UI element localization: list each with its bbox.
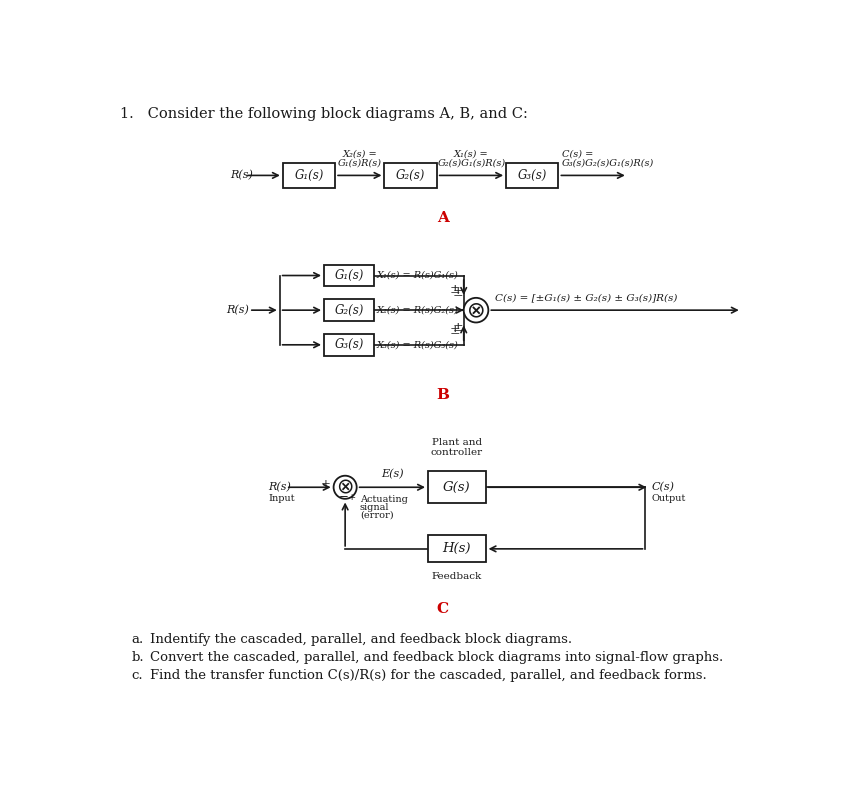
Text: Actuating: Actuating	[360, 495, 407, 504]
Text: X₁(s) = R(s)G₁(s): X₁(s) = R(s)G₁(s)	[377, 271, 458, 280]
Text: c.: c.	[131, 669, 144, 682]
Text: R(s): R(s)	[230, 170, 253, 180]
Text: signal: signal	[360, 503, 389, 511]
Text: G₂(s): G₂(s)	[396, 169, 426, 182]
Text: +: +	[349, 492, 356, 502]
Text: 1.   Consider the following block diagrams A, B, and C:: 1. Consider the following block diagrams…	[119, 107, 528, 121]
Text: ⊗: ⊗	[336, 478, 354, 497]
Text: G₃(s)G₂(s)G₁(s)R(s): G₃(s)G₂(s)G₁(s)R(s)	[562, 158, 655, 168]
Text: C(s) = [±G₁(s) ± G₂(s) ± G₃(s)]R(s): C(s) = [±G₁(s) ± G₂(s) ± G₃(s)]R(s)	[495, 293, 677, 303]
Text: Input: Input	[268, 493, 295, 503]
Text: Plant and
controller: Plant and controller	[431, 438, 483, 457]
Text: C(s) =: C(s) =	[562, 150, 593, 158]
Text: Find the transfer function C(s)/R(s) for the cascaded, parallel, and feedback fo: Find the transfer function C(s)/R(s) for…	[151, 669, 707, 682]
Text: (error): (error)	[360, 511, 394, 519]
Bar	[428, 535, 485, 563]
Text: G₁(s): G₁(s)	[294, 169, 324, 182]
Bar	[283, 163, 335, 188]
Bar	[384, 163, 437, 188]
Text: E(s): E(s)	[381, 469, 404, 480]
Bar	[324, 299, 374, 321]
Circle shape	[334, 476, 356, 499]
Text: G(s): G(s)	[443, 481, 471, 494]
Text: Indentify the cascaded, parallel, and feedback block diagrams.: Indentify the cascaded, parallel, and fe…	[151, 634, 573, 646]
Circle shape	[464, 298, 489, 322]
Text: G₂(s): G₂(s)	[334, 303, 363, 317]
Text: G₃(s): G₃(s)	[517, 169, 547, 182]
Bar	[324, 265, 374, 286]
Text: R(s): R(s)	[268, 482, 291, 492]
Text: R(s): R(s)	[226, 305, 248, 315]
Text: ±: ±	[450, 324, 461, 337]
Text: Output: Output	[651, 493, 686, 503]
Text: ±: ±	[450, 284, 461, 296]
Text: ⊗: ⊗	[467, 300, 485, 320]
Text: b.: b.	[131, 651, 144, 664]
Text: X₂(s) =: X₂(s) =	[343, 150, 377, 158]
Text: X₂(s) = R(s)G₂(s): X₂(s) = R(s)G₂(s)	[377, 306, 458, 314]
Text: G₃(s): G₃(s)	[334, 338, 363, 351]
Text: G₁(s): G₁(s)	[334, 269, 363, 282]
Text: Feedback: Feedback	[432, 571, 482, 581]
Text: H(s): H(s)	[443, 542, 471, 556]
Text: G₂(s)G₁(s)R(s): G₂(s)G₁(s)R(s)	[438, 158, 505, 168]
Bar	[506, 163, 559, 188]
Text: C: C	[437, 602, 449, 616]
Text: C(s): C(s)	[651, 482, 675, 492]
Text: X₁(s) =: X₁(s) =	[454, 150, 489, 158]
Text: G₁(s)R(s): G₁(s)R(s)	[337, 158, 381, 168]
Text: B: B	[437, 388, 450, 402]
Text: ±: ±	[452, 286, 463, 299]
Text: −: −	[339, 489, 349, 502]
Text: X₃(s) = R(s)G₃(s): X₃(s) = R(s)G₃(s)	[377, 340, 458, 349]
Text: a.: a.	[131, 634, 144, 646]
Bar	[428, 471, 485, 504]
Text: A: A	[437, 210, 449, 225]
Bar	[324, 334, 374, 355]
Text: +: +	[321, 478, 330, 491]
Text: ±: ±	[452, 322, 463, 334]
Text: Convert the cascaded, parallel, and feedback block diagrams into signal-flow gra: Convert the cascaded, parallel, and feed…	[151, 651, 724, 664]
